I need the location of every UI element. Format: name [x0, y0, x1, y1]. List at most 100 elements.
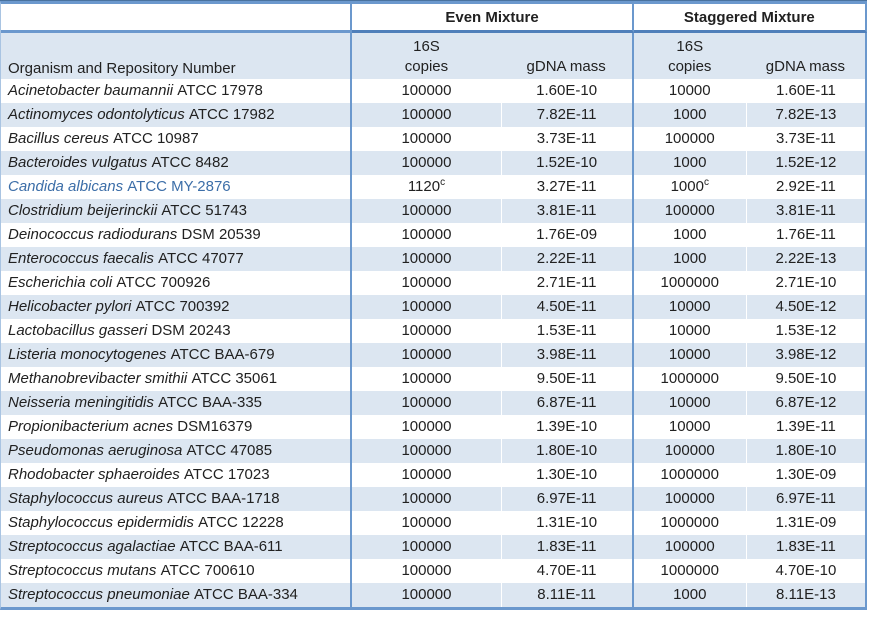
staggered-gdna-mass-value: 6.87E-12 [745, 391, 867, 415]
even-gdna-mass-value: 8.11E-11 [500, 583, 634, 607]
staggered-16s-copies-value: 10000 [668, 418, 711, 435]
even-16s-copies-value: 100000 [352, 199, 501, 223]
organism-cell: Neisseria meningitidis ATCC BAA-335 [1, 391, 353, 415]
even-16s-copies-value: 100000 [352, 583, 501, 607]
staggered-16s-copies-value: 100000 [633, 487, 746, 511]
staggered-16s-copies-value: 100000 [633, 439, 746, 463]
table-row: Propionibacterium acnes DSM16379 100000 1… [1, 415, 867, 439]
organism-cell: Pseudomonas aeruginosa ATCC 47085 [1, 439, 353, 463]
staggered-gdna-mass-value: 1.83E-11 [745, 535, 867, 559]
even-gdna-mass-value: 1.31E-10 [500, 511, 634, 535]
staggered-16s-label: 16S [676, 38, 704, 55]
organism-cell: Clostridium beijerinckii ATCC 51743 [1, 199, 353, 223]
organism-name: Rhodobacter sphaeroides [8, 466, 180, 483]
repository-number: ATCC 8482 [151, 154, 229, 171]
staggered-gdna-mass-value: 1.39E-11 [745, 415, 867, 439]
organism-cell: Candida albicans ATCC MY-2876 [1, 175, 353, 199]
even-16s-copies-value: 100000 [352, 391, 501, 415]
staggered-16s-copies-value: 1000 [633, 103, 746, 127]
even-gdna-mass-value: 2.22E-11 [500, 247, 634, 271]
repository-number: ATCC BAA-1718 [167, 490, 280, 507]
staggered-mixture-header: Staggered Mixture [633, 4, 867, 33]
organism-name: Lactobacillus gasseri [8, 322, 148, 339]
column-header-row: Organism and Repository Number 16S copie… [1, 33, 867, 79]
organism-name: Enterococcus faecalis [8, 250, 154, 267]
even-gdna-mass-value: 1.83E-11 [500, 535, 634, 559]
organism-cell: Bacteroides vulgatus ATCC 8482 [1, 151, 353, 175]
organism-cell: Actinomyces odontolyticus ATCC 17982 [1, 103, 353, 127]
table-row: Staphylococcus epidermidis ATCC 12228 100… [1, 511, 867, 535]
table-row: Staphylococcus aureus ATCC BAA-1718 10000… [1, 487, 867, 511]
even-copies-label: copies [404, 58, 449, 75]
organism-name: Actinomyces odontolyticus [8, 106, 185, 123]
even-16s-copies-value: 100000 [401, 370, 452, 387]
organism-cell: Rhodobacter sphaeroides ATCC 17023 [1, 463, 353, 487]
group-header-row: Even Mixture Staggered Mixture [1, 4, 867, 33]
repository-number: ATCC 17978 [177, 82, 263, 99]
staggered-16s-copies-value: 1000 [633, 583, 746, 607]
staggered-16s-copies-value: 100000 [633, 535, 746, 559]
organism-name: Methanobrevibacter smithii [8, 370, 188, 387]
table-row: Streptococcus pneumoniae ATCC BAA-334 100… [1, 583, 867, 607]
organism-cell: Staphylococcus aureus ATCC BAA-1718 [1, 487, 353, 511]
organism-cell: Bacillus cereus ATCC 10987 [1, 127, 353, 151]
organism-name: Deinococcus radiodurans [8, 226, 178, 243]
staggered-gdna-mass-value: 6.97E-11 [745, 487, 867, 511]
organism-name: Staphylococcus aureus [8, 490, 164, 507]
organism-cell: Listeria monocytogenes ATCC BAA-679 [1, 343, 353, 367]
even-16s-copies-value: 100000 [352, 247, 501, 271]
even-16s-copies-value: 100000 [352, 103, 501, 127]
even-16s-copies-value: 100000 [401, 130, 452, 147]
table-row: Pseudomonas aeruginosa ATCC 47085 100000 … [1, 439, 867, 463]
staggered-gdna-mass-value: 8.11E-13 [745, 583, 867, 607]
even-gdna-mass-value: 2.71E-11 [500, 271, 634, 295]
staggered-16s-copies-value: 1000c [670, 177, 709, 196]
table-row: Streptococcus agalactiae ATCC BAA-611 100… [1, 535, 867, 559]
even-gdna-mass-value: 1.80E-10 [500, 439, 634, 463]
even-gdna-mass-value: 1.53E-11 [500, 319, 634, 343]
staggered-16s-copies-value: 1000000 [660, 514, 719, 531]
table-row: Acinetobacter baumannii ATCC 17978 100000… [1, 79, 867, 103]
repository-number: ATCC 47085 [186, 442, 273, 459]
organism-name: Listeria monocytogenes [8, 346, 167, 363]
organism-cell: Streptococcus agalactiae ATCC BAA-611 [1, 535, 353, 559]
repository-number: ATCC 17023 [183, 466, 270, 483]
even-16s-copies-value: 100000 [352, 487, 501, 511]
repository-number: ATCC MY-2876 [127, 178, 231, 195]
staggered-gdna-mass-value: 1.31E-09 [745, 511, 867, 535]
organism-name: Acinetobacter baumannii [8, 82, 174, 99]
staggered-16s-copies-value: 1000000 [660, 562, 719, 579]
organism-name: Bacteroides vulgatus [8, 154, 148, 171]
even-16s-copies-value: 100000 [401, 322, 452, 339]
staggered-gdna-mass-value: 1.76E-11 [745, 223, 867, 247]
table-row: Rhodobacter sphaeroides ATCC 17023 100000… [1, 463, 867, 487]
staggered-16s-copies-value: 1000000 [660, 274, 719, 291]
even-gdna-mass-value: 3.73E-11 [500, 127, 634, 151]
table-row: Bacillus cereus ATCC 10987 100000 3.73E-1… [1, 127, 867, 151]
repository-number: ATCC 700610 [160, 562, 255, 579]
table-row: Candida albicans ATCC MY-2876 1120c 3.27E… [1, 175, 867, 199]
repository-number: DSM 20539 [181, 226, 261, 243]
table-row: Methanobrevibacter smithii ATCC 35061 100… [1, 367, 867, 391]
repository-number: ATCC 700926 [116, 274, 211, 291]
staggered-16s-copies-value: 1000 [633, 151, 746, 175]
even-gdna-mass-value: 3.98E-11 [500, 343, 634, 367]
even-16s-label: 16S [413, 38, 440, 55]
staggered-gdna-mass-value: 1.52E-12 [745, 151, 867, 175]
staggered-gdna-mass-value: 2.92E-11 [745, 175, 867, 199]
staggered-16s-copies-value: 10000 [633, 295, 746, 319]
organism-name: Bacillus cereus [8, 130, 109, 147]
table-row: Clostridium beijerinckii ATCC 51743 10000… [1, 199, 867, 223]
staggered-16s-copies-value: 1000 [633, 247, 746, 271]
staggered-16s-copies-value: 10000 [633, 343, 746, 367]
staggered-gdna-mass-value: 7.82E-13 [745, 103, 867, 127]
even-16s-copies-value: 100000 [352, 151, 501, 175]
even-gdna-mass-value: 1.52E-10 [500, 151, 634, 175]
table-row: Listeria monocytogenes ATCC BAA-679 10000… [1, 343, 867, 367]
even-gdna-mass-value: 1.76E-09 [500, 223, 634, 247]
organism-name: Staphylococcus epidermidis [8, 514, 194, 531]
footnote-marker: c [440, 177, 446, 188]
staggered-16s-copies-value: 1000000 [660, 370, 719, 387]
even-mixture-header: Even Mixture [352, 4, 634, 33]
staggered-16s-copies-value: 1000 [673, 226, 707, 243]
